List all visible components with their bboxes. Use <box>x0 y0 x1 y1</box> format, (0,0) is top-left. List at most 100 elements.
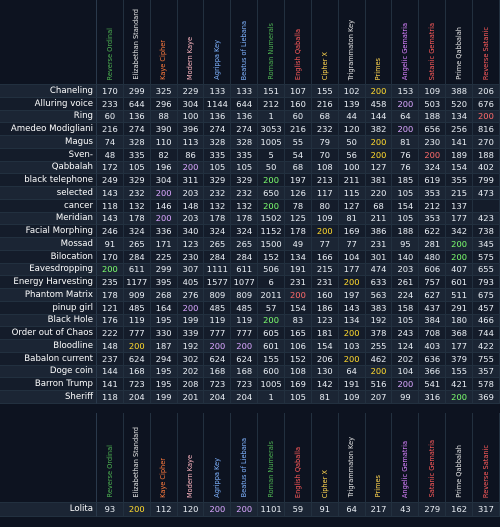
value-cell: 76 <box>392 148 420 162</box>
value-cell: 216 <box>311 97 339 111</box>
row-label[interactable]: Barron Trump <box>0 378 97 391</box>
row-label[interactable]: Order out of Chaos <box>0 327 97 340</box>
top-col-header[interactable]: Kaye Cipher <box>150 0 178 85</box>
row-label[interactable]: Chaneling <box>0 85 97 98</box>
value-cell: 127 <box>338 199 366 213</box>
value-cell: 378 <box>365 327 393 340</box>
row-label[interactable]: Qabbalah <box>0 161 97 175</box>
bottom-col-header[interactable]: Beatus of Liebana <box>231 412 259 503</box>
row-label[interactable]: Amedeo Modigliani <box>0 123 97 136</box>
value-cell: 143 <box>97 212 124 226</box>
bottom-col-header[interactable]: English Qaballa <box>285 412 312 503</box>
bottom-col-header[interactable]: Cipher X <box>311 412 339 503</box>
value-cell: 110 <box>150 136 178 149</box>
row-label[interactable]: Babalon current <box>0 352 97 366</box>
value-cell: 541 <box>419 378 447 391</box>
value-cell: 200 <box>338 327 366 340</box>
value-cell: 231 <box>285 276 312 289</box>
value-cell: 152 <box>258 250 286 264</box>
bottom-col-header[interactable]: Satanic Gematria <box>419 412 447 503</box>
row-label[interactable]: Black Hole <box>0 314 97 328</box>
value-cell: 196 <box>150 161 178 175</box>
row-label[interactable]: cancer <box>0 199 97 213</box>
value-cell: 633 <box>365 276 393 289</box>
value-cell: 329 <box>204 174 232 187</box>
value-cell: 168 <box>204 365 232 379</box>
value-cell: 279 <box>419 502 447 517</box>
bottom-col-header[interactable]: Roman Numerals <box>258 412 286 503</box>
row-label[interactable]: Bilocation <box>0 250 97 264</box>
row-label[interactable]: Meridian <box>0 212 97 226</box>
row-label[interactable]: Bloodline <box>0 340 97 353</box>
bottom-col-header[interactable]: Elizabethan Standard <box>123 412 151 503</box>
row-label[interactable]: Eavesdropping <box>0 263 97 277</box>
bottom-col-header[interactable]: Kaye Cipher <box>150 412 178 503</box>
section-gap <box>338 403 366 413</box>
row-label[interactable]: pinup girl <box>0 301 97 315</box>
section-gap <box>150 403 178 413</box>
value-cell: 206 <box>473 85 500 98</box>
value-cell: 230 <box>177 250 205 264</box>
value-cell: 744 <box>473 327 500 340</box>
bottom-col-header[interactable]: Primes <box>365 412 393 503</box>
value-cell: 143 <box>338 301 366 315</box>
row-label[interactable]: Energy Harvesting <box>0 276 97 289</box>
top-col-header[interactable]: Roman Numerals <box>258 0 286 85</box>
row-label[interactable]: Phantom Matrix <box>0 289 97 302</box>
row-label[interactable]: Doge coin <box>0 365 97 379</box>
value-cell: 216 <box>285 123 312 136</box>
top-col-header[interactable]: Angelic Gematria <box>392 0 420 85</box>
bottom-col-header[interactable]: Modern Kaye <box>177 412 205 503</box>
value-cell: 237 <box>97 352 124 366</box>
bottom-col-header[interactable]: Reverse Satanic <box>473 412 500 503</box>
value-cell: 366 <box>419 365 447 379</box>
top-col-header[interactable]: Modern Kaye <box>177 0 205 85</box>
value-cell: 294 <box>150 352 178 366</box>
top-col-header[interactable]: Cipher X <box>311 0 339 85</box>
value-cell: 155 <box>258 352 286 366</box>
top-col-header[interactable]: Agrippa Key <box>204 0 232 85</box>
value-cell: 178 <box>285 225 312 238</box>
bottom-col-header[interactable]: Prime Qabbalah <box>446 412 474 503</box>
top-col-header[interactable]: Elizabethan Standard <box>123 0 151 85</box>
top-col-header[interactable]: Beatus of Liebana <box>231 0 259 85</box>
column-header-label: Kaye Cipher <box>159 40 168 80</box>
value-cell: 485 <box>204 301 232 315</box>
top-col-header[interactable]: English Qaballa <box>285 0 312 85</box>
value-cell: 86 <box>177 148 205 162</box>
bottom-col-header[interactable]: Reverse Ordinal <box>97 412 124 503</box>
top-col-header[interactable]: Satanic Gematria <box>419 0 447 85</box>
row-label[interactable]: Mossad <box>0 238 97 251</box>
row-label[interactable]: Sven- <box>0 148 97 162</box>
row-label[interactable]: Alluring voice <box>0 97 97 111</box>
value-cell: 355 <box>446 174 474 187</box>
value-cell: 109 <box>419 85 447 98</box>
top-col-header[interactable]: Reverse Ordinal <box>97 0 124 85</box>
row-label[interactable]: Facial Morphing <box>0 225 97 238</box>
value-cell: 203 <box>177 212 205 226</box>
value-cell: 255 <box>365 340 393 353</box>
bottom-col-header[interactable]: Angelic Gematria <box>392 412 420 503</box>
row-label[interactable]: Ring <box>0 110 97 124</box>
top-col-header[interactable]: Primes <box>365 0 393 85</box>
top-col-header[interactable]: Trigrammaton Key <box>338 0 366 85</box>
value-cell: 1500 <box>258 238 286 251</box>
bottom-col-header[interactable]: Agrippa Key <box>204 412 232 503</box>
value-cell: 60 <box>97 110 124 124</box>
value-cell: 100 <box>177 110 205 124</box>
bottom-col-header[interactable]: Trigrammaton Key <box>338 412 366 503</box>
value-cell: 624 <box>204 352 232 366</box>
row-label[interactable]: selected <box>0 187 97 200</box>
row-label[interactable]: Lolita <box>0 502 97 517</box>
value-cell: 99 <box>392 391 420 404</box>
row-label[interactable]: Sheriff <box>0 391 97 404</box>
top-col-header[interactable]: Prime Qabbalah <box>446 0 474 85</box>
value-cell: 136 <box>204 110 232 124</box>
top-col-header[interactable]: Reverse Satanic <box>473 0 500 85</box>
value-cell: 204 <box>204 391 232 404</box>
value-cell: 108 <box>285 365 312 379</box>
row-label[interactable]: black telephone <box>0 174 97 187</box>
row-label[interactable]: Magus <box>0 136 97 149</box>
value-cell: 232 <box>123 187 151 200</box>
